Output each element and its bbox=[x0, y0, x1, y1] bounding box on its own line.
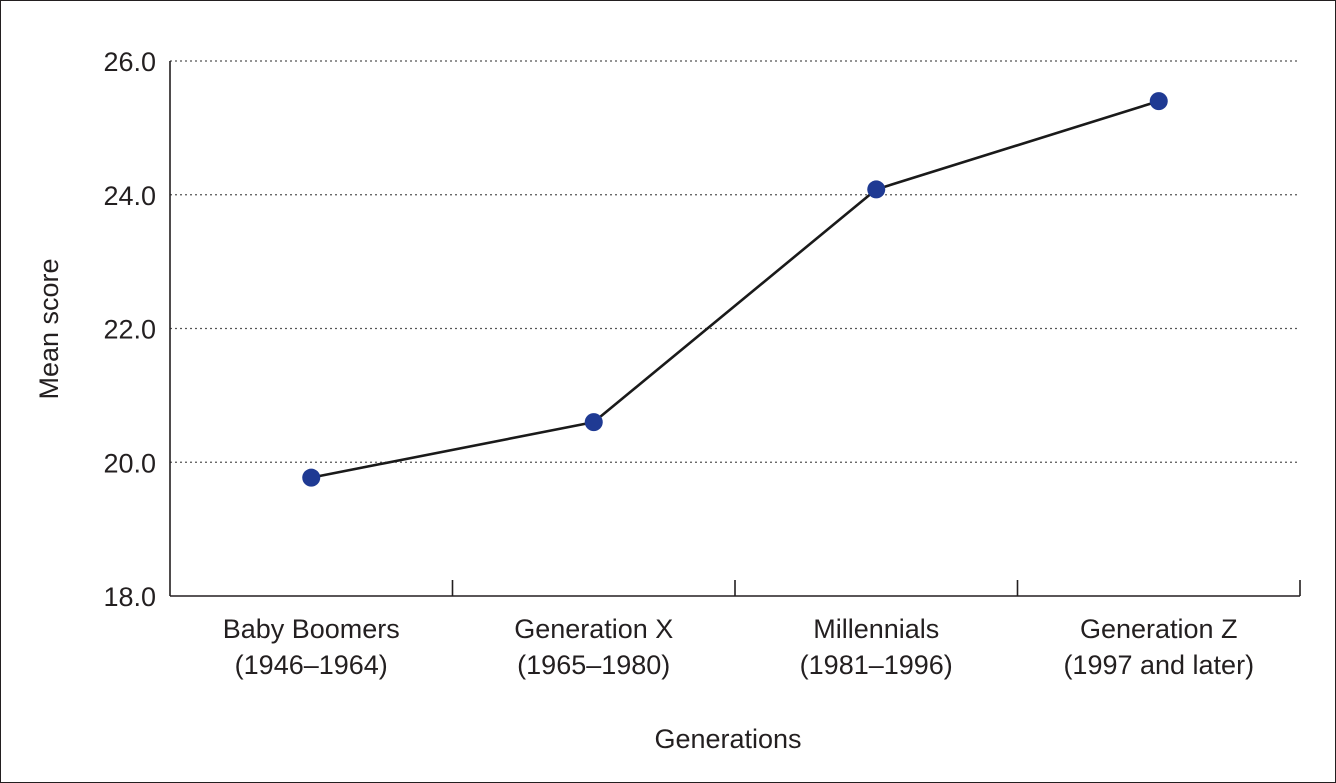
y-tick-label: 22.0 bbox=[103, 315, 156, 345]
x-tick-label: Millennials bbox=[813, 614, 939, 644]
y-tick-label: 24.0 bbox=[103, 181, 156, 211]
series-line bbox=[310, 99, 1160, 479]
y-tick-labels: 18.0 20.0 22.0 24.0 26.0 bbox=[103, 47, 156, 612]
x-axis-title: Generations bbox=[654, 724, 801, 754]
gridlines bbox=[170, 60, 1300, 463]
y-axis-title: Mean score bbox=[34, 258, 64, 399]
x-tick-label: (1997 and later) bbox=[1063, 650, 1254, 680]
x-tick-label: (1981–1996) bbox=[800, 650, 953, 680]
x-tick-label: (1946–1964) bbox=[235, 650, 388, 680]
x-tick-label: Baby Boomers bbox=[223, 614, 400, 644]
axes bbox=[169, 61, 1301, 597]
data-point bbox=[1149, 92, 1168, 111]
x-tick-label: Generation Z bbox=[1080, 614, 1238, 644]
y-tick-label: 26.0 bbox=[103, 47, 156, 77]
x-tick-label: Generation X bbox=[514, 614, 673, 644]
x-tick-labels: Baby Boomers (1946–1964) Generation X (1965… bbox=[223, 614, 1254, 680]
data-point bbox=[302, 468, 321, 487]
y-tick-label: 20.0 bbox=[103, 448, 156, 478]
x-tick-label: (1965–1980) bbox=[517, 650, 670, 680]
data-point bbox=[584, 413, 603, 432]
y-tick-label: 18.0 bbox=[103, 582, 156, 612]
data-point bbox=[867, 180, 886, 199]
data-series bbox=[302, 92, 1168, 487]
